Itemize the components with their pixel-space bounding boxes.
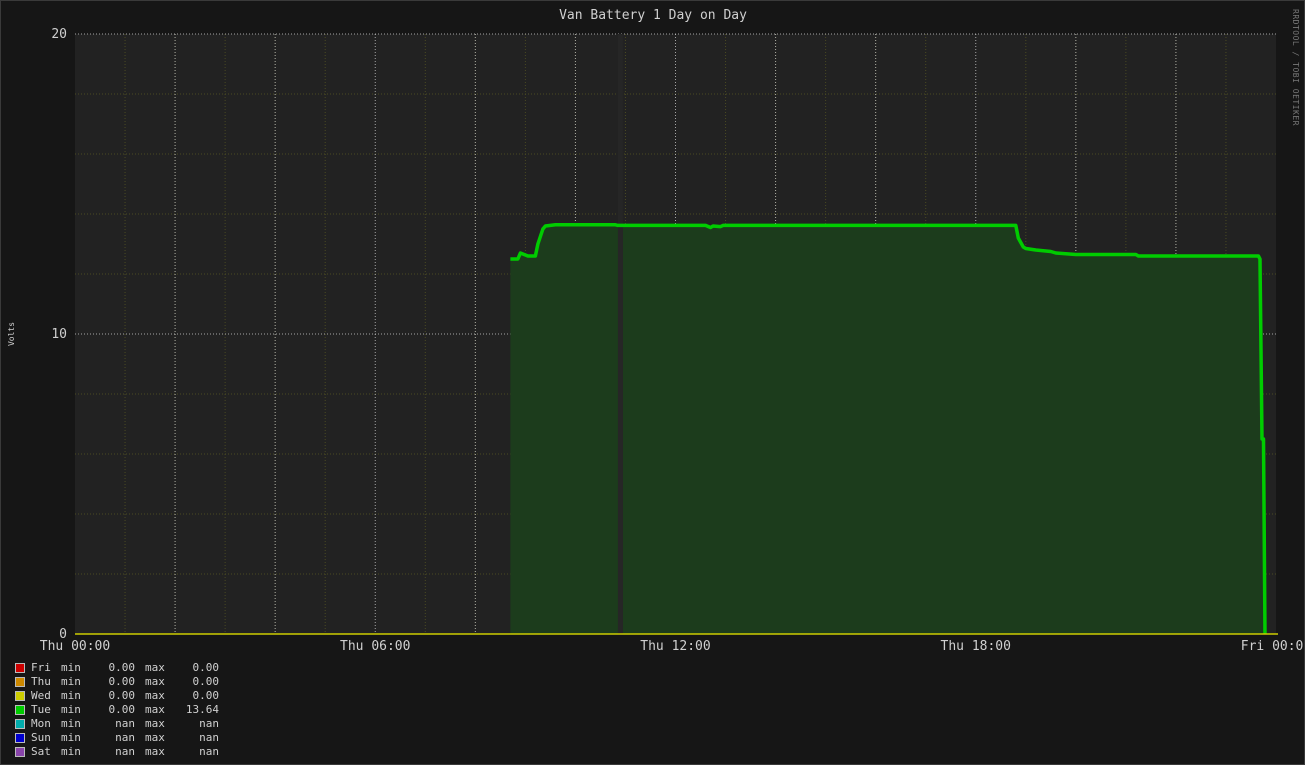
legend-min-label: min: [61, 717, 81, 730]
x-tick-label: Fri 00:00: [1241, 639, 1305, 654]
legend-swatch: [15, 691, 25, 701]
legend-name: Thu: [31, 675, 51, 688]
legend-max-label: max: [145, 675, 165, 688]
y-tick-label: 20: [51, 27, 67, 42]
legend-max-value: nan: [199, 745, 219, 758]
legend-item: Fri min 0.00 max 0.00: [15, 661, 229, 675]
legend-min-value: 0.00: [108, 661, 136, 674]
legend-max-label: max: [145, 745, 165, 758]
legend-max-label: max: [145, 703, 165, 716]
chart-title: Van Battery 1 Day on Day: [559, 8, 747, 23]
legend-swatch: [15, 663, 25, 673]
legend-max-value: 0.00: [192, 689, 220, 702]
legend-min-label: min: [61, 675, 81, 688]
legend-max-value: nan: [199, 717, 219, 730]
legend-name: Sat: [31, 745, 51, 758]
legend-max-label: max: [145, 731, 165, 744]
legend-min-label: min: [61, 703, 81, 716]
legend: Fri min 0.00 max 0.00 Thu min 0.00 max 0.00 Wed min…: [15, 661, 229, 759]
series-line-tue: [510, 223, 1267, 635]
legend-swatch: [15, 747, 25, 757]
legend-max-value: 0.00: [192, 661, 220, 674]
legend-max-value: nan: [199, 731, 219, 744]
legend-item: Wed min 0.00 max 0.00: [15, 689, 229, 703]
legend-name: Mon: [31, 717, 51, 730]
legend-min-value: nan: [115, 717, 135, 730]
legend-swatch: [15, 705, 25, 715]
y-tick-label: 0: [59, 627, 67, 642]
legend-item: Thu min 0.00 max 0.00: [15, 675, 229, 689]
legend-min-value: nan: [115, 731, 135, 744]
legend-max-value: 13.64: [185, 703, 219, 716]
legend-swatch: [15, 719, 25, 729]
legend-min-value: nan: [115, 745, 135, 758]
legend-swatch: [15, 677, 25, 687]
legend-name: Sun: [31, 731, 51, 744]
legend-min-value: 0.00: [108, 689, 136, 702]
series-area-tue: [510, 224, 1265, 635]
legend-swatch: [15, 733, 25, 743]
legend-min-value: 0.00: [108, 675, 136, 688]
x-tick-label: Thu 06:00: [340, 639, 410, 654]
legend-item: Tue min 0.00 max 13.64: [15, 703, 229, 717]
data-gap: [617, 34, 623, 634]
legend-item: Sat min nan max nan: [15, 745, 229, 759]
legend-name: Tue: [31, 703, 51, 716]
legend-min-label: min: [61, 731, 81, 744]
y-axis-label: Volts: [7, 322, 16, 346]
legend-max-label: max: [145, 661, 165, 674]
legend-item: Mon min nan max nan: [15, 717, 229, 731]
watermark: RRDTOOL / TOBI OETIKER: [1291, 9, 1300, 126]
y-tick-label: 10: [51, 327, 67, 342]
legend-name: Fri: [31, 661, 51, 674]
x-tick-label: Thu 12:00: [640, 639, 710, 654]
legend-max-label: max: [145, 717, 165, 730]
legend-max-label: max: [145, 689, 165, 702]
legend-item: Sun min nan max nan: [15, 731, 229, 745]
legend-min-label: min: [61, 689, 81, 702]
legend-max-value: 0.00: [192, 675, 220, 688]
legend-min-value: 0.00: [108, 703, 136, 716]
legend-name: Wed: [31, 689, 51, 702]
legend-min-label: min: [61, 745, 81, 758]
x-tick-label: Thu 18:00: [941, 639, 1011, 654]
x-tick-label: Thu 00:00: [40, 639, 110, 654]
legend-min-label: min: [61, 661, 81, 674]
